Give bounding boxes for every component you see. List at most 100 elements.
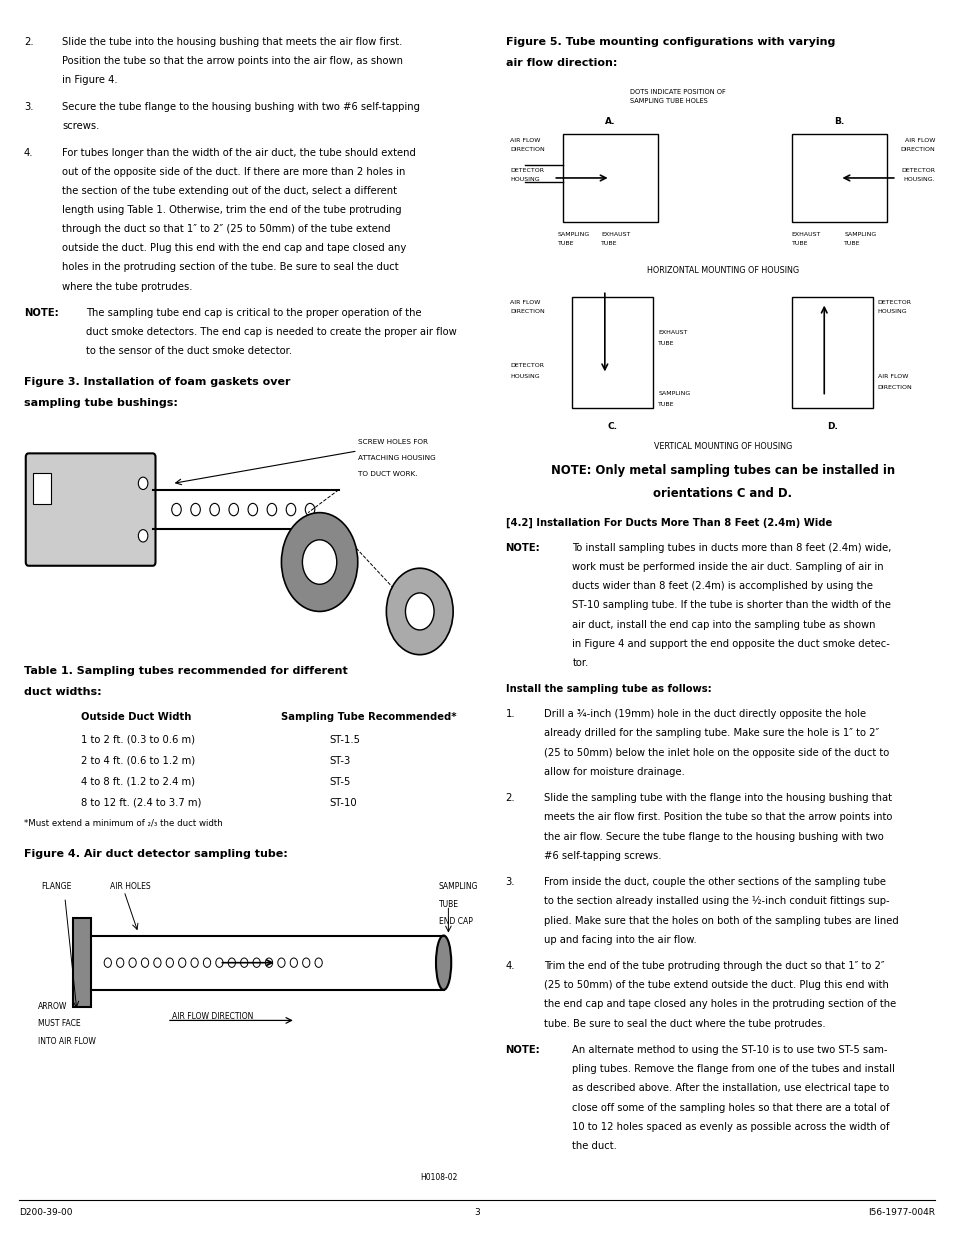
Text: Position the tube so that the arrow points into the air flow, as shown: Position the tube so that the arrow poin… bbox=[62, 56, 402, 67]
Text: Figure 3. Installation of foam gaskets over: Figure 3. Installation of foam gaskets o… bbox=[24, 377, 290, 387]
Text: H0108-02: H0108-02 bbox=[420, 1173, 457, 1182]
Text: HOUSING: HOUSING bbox=[510, 374, 539, 379]
Text: meets the air flow first. Position the tube so that the arrow points into: meets the air flow first. Position the t… bbox=[543, 813, 891, 823]
Bar bbox=[791, 296, 872, 408]
Circle shape bbox=[228, 958, 235, 967]
Text: 3: 3 bbox=[474, 1208, 479, 1216]
Circle shape bbox=[265, 958, 273, 967]
Text: 4.: 4. bbox=[505, 961, 515, 971]
Circle shape bbox=[166, 958, 173, 967]
Circle shape bbox=[267, 504, 276, 516]
Text: Figure 4. Air duct detector sampling tube:: Figure 4. Air duct detector sampling tub… bbox=[24, 850, 287, 860]
Text: D.: D. bbox=[826, 422, 837, 431]
Text: #6 self-tapping screws.: #6 self-tapping screws. bbox=[543, 851, 660, 861]
Text: Outside Duct Width: Outside Duct Width bbox=[81, 711, 192, 721]
Text: An alternate method to using the ST-10 is to use two ST-5 sam-: An alternate method to using the ST-10 i… bbox=[572, 1045, 887, 1055]
Text: DETECTOR: DETECTOR bbox=[510, 363, 544, 368]
Text: 1.: 1. bbox=[505, 709, 515, 719]
Circle shape bbox=[229, 504, 238, 516]
Text: duct widths:: duct widths: bbox=[24, 687, 101, 697]
Circle shape bbox=[302, 540, 336, 584]
Circle shape bbox=[386, 568, 453, 655]
Text: orientations C and D.: orientations C and D. bbox=[653, 488, 791, 500]
Text: SAMPLING: SAMPLING bbox=[658, 391, 690, 396]
Circle shape bbox=[129, 958, 136, 967]
Circle shape bbox=[191, 504, 200, 516]
Text: outside the duct. Plug this end with the end cap and tape closed any: outside the duct. Plug this end with the… bbox=[62, 243, 406, 253]
Bar bbox=[33, 473, 51, 504]
Text: TUBE: TUBE bbox=[600, 241, 617, 246]
Circle shape bbox=[210, 504, 219, 516]
Text: tube. Be sure to seal the duct where the tube protrudes.: tube. Be sure to seal the duct where the… bbox=[543, 1019, 824, 1029]
Text: to the sensor of the duct smoke detector.: to the sensor of the duct smoke detector… bbox=[86, 346, 292, 357]
Text: the end cap and tape closed any holes in the protruding section of the: the end cap and tape closed any holes in… bbox=[543, 999, 895, 1009]
Circle shape bbox=[314, 958, 322, 967]
Text: D200-39-00: D200-39-00 bbox=[19, 1208, 72, 1216]
Text: duct smoke detectors. The end cap is needed to create the proper air flow: duct smoke detectors. The end cap is nee… bbox=[86, 327, 456, 337]
Text: FLANGE: FLANGE bbox=[41, 882, 71, 892]
Text: tor.: tor. bbox=[572, 658, 588, 668]
Text: HOUSING: HOUSING bbox=[877, 309, 906, 314]
Text: 2 to 4 ft. (0.6 to 1.2 m): 2 to 4 ft. (0.6 to 1.2 m) bbox=[81, 756, 195, 766]
Text: Figure 5. Tube mounting configurations with varying: Figure 5. Tube mounting configurations w… bbox=[505, 37, 834, 47]
Text: AIR FLOW: AIR FLOW bbox=[510, 300, 540, 305]
Text: 3.: 3. bbox=[24, 101, 33, 112]
Text: 1 to 2 ft. (0.3 to 0.6 m): 1 to 2 ft. (0.3 to 0.6 m) bbox=[81, 735, 194, 745]
Text: AIR FLOW: AIR FLOW bbox=[510, 138, 540, 143]
Text: Trim the end of the tube protruding through the duct so that 1″ to 2″: Trim the end of the tube protruding thro… bbox=[543, 961, 883, 971]
Text: 10 to 12 holes spaced as evenly as possible across the width of: 10 to 12 holes spaced as evenly as possi… bbox=[572, 1121, 889, 1131]
Text: TUBE: TUBE bbox=[658, 341, 674, 346]
Circle shape bbox=[253, 958, 260, 967]
Text: ST-1.5: ST-1.5 bbox=[329, 735, 359, 745]
Circle shape bbox=[281, 513, 357, 611]
Text: DIRECTION: DIRECTION bbox=[510, 309, 544, 314]
Text: allow for moisture drainage.: allow for moisture drainage. bbox=[543, 767, 684, 777]
Text: (25 to 50mm) of the tube extend outside the duct. Plug this end with: (25 to 50mm) of the tube extend outside … bbox=[543, 981, 888, 990]
Text: C.: C. bbox=[607, 422, 618, 431]
Circle shape bbox=[277, 958, 285, 967]
Text: HOUSING: HOUSING bbox=[510, 177, 539, 182]
Text: VERTICAL MOUNTING OF HOUSING: VERTICAL MOUNTING OF HOUSING bbox=[653, 442, 791, 451]
Text: INTO AIR FLOW: INTO AIR FLOW bbox=[38, 1036, 96, 1046]
Text: out of the opposite side of the duct. If there are more than 2 holes in: out of the opposite side of the duct. If… bbox=[62, 167, 405, 177]
Text: MUST FACE: MUST FACE bbox=[38, 1019, 81, 1029]
Text: work must be performed inside the air duct. Sampling of air in: work must be performed inside the air du… bbox=[572, 562, 883, 572]
Circle shape bbox=[104, 958, 112, 967]
Text: NOTE:: NOTE: bbox=[505, 543, 539, 553]
Text: ST-3: ST-3 bbox=[329, 756, 350, 766]
Text: ARROW: ARROW bbox=[38, 1002, 68, 1011]
Circle shape bbox=[116, 958, 124, 967]
Text: Table 1. Sampling tubes recommended for different: Table 1. Sampling tubes recommended for … bbox=[24, 666, 347, 676]
Text: the duct.: the duct. bbox=[572, 1141, 617, 1151]
Text: pling tubes. Remove the flange from one of the tubes and install: pling tubes. Remove the flange from one … bbox=[572, 1065, 894, 1074]
Text: up and facing into the air flow.: up and facing into the air flow. bbox=[543, 935, 696, 945]
Text: TO DUCT WORK.: TO DUCT WORK. bbox=[357, 471, 416, 477]
Text: in Figure 4 and support the end opposite the duct smoke detec-: in Figure 4 and support the end opposite… bbox=[572, 638, 889, 648]
Text: TUBE: TUBE bbox=[843, 241, 860, 246]
Text: ATTACHING HOUSING: ATTACHING HOUSING bbox=[357, 454, 435, 461]
Bar bbox=[791, 133, 886, 222]
Text: END CAP: END CAP bbox=[438, 916, 473, 926]
Text: 2.: 2. bbox=[505, 793, 515, 803]
Text: Slide the sampling tube with the flange into the housing bushing that: Slide the sampling tube with the flange … bbox=[543, 793, 891, 803]
Text: holes in the protruding section of the tube. Be sure to seal the duct: holes in the protruding section of the t… bbox=[62, 262, 398, 273]
Text: plied. Make sure that the holes on both of the sampling tubes are lined: plied. Make sure that the holes on both … bbox=[543, 915, 898, 925]
Circle shape bbox=[191, 958, 198, 967]
Text: where the tube protrudes.: where the tube protrudes. bbox=[62, 282, 193, 291]
Text: B.: B. bbox=[834, 117, 843, 126]
Text: ducts wider than 8 feet (2.4m) is accomplished by using the: ducts wider than 8 feet (2.4m) is accomp… bbox=[572, 582, 873, 592]
Circle shape bbox=[286, 504, 295, 516]
Text: To install sampling tubes in ducts more than 8 feet (2.4m) wide,: To install sampling tubes in ducts more … bbox=[572, 543, 891, 553]
Text: EXHAUST: EXHAUST bbox=[600, 232, 630, 237]
Text: Slide the tube into the housing bushing that meets the air flow first.: Slide the tube into the housing bushing … bbox=[62, 37, 402, 47]
Circle shape bbox=[178, 958, 186, 967]
Text: Secure the tube flange to the housing bushing with two #6 self-tapping: Secure the tube flange to the housing bu… bbox=[62, 101, 419, 112]
Text: SAMPLING TUBE HOLES: SAMPLING TUBE HOLES bbox=[629, 98, 706, 104]
Text: 8 to 12 ft. (2.4 to 3.7 m): 8 to 12 ft. (2.4 to 3.7 m) bbox=[81, 798, 201, 808]
Circle shape bbox=[203, 958, 211, 967]
Text: in Figure 4.: in Figure 4. bbox=[62, 75, 117, 85]
Text: screws.: screws. bbox=[62, 121, 99, 131]
Text: length using Table 1. Otherwise, trim the end of the tube protruding: length using Table 1. Otherwise, trim th… bbox=[62, 205, 401, 215]
Text: 4 to 8 ft. (1.2 to 2.4 m): 4 to 8 ft. (1.2 to 2.4 m) bbox=[81, 777, 194, 787]
Text: ST-5: ST-5 bbox=[329, 777, 350, 787]
